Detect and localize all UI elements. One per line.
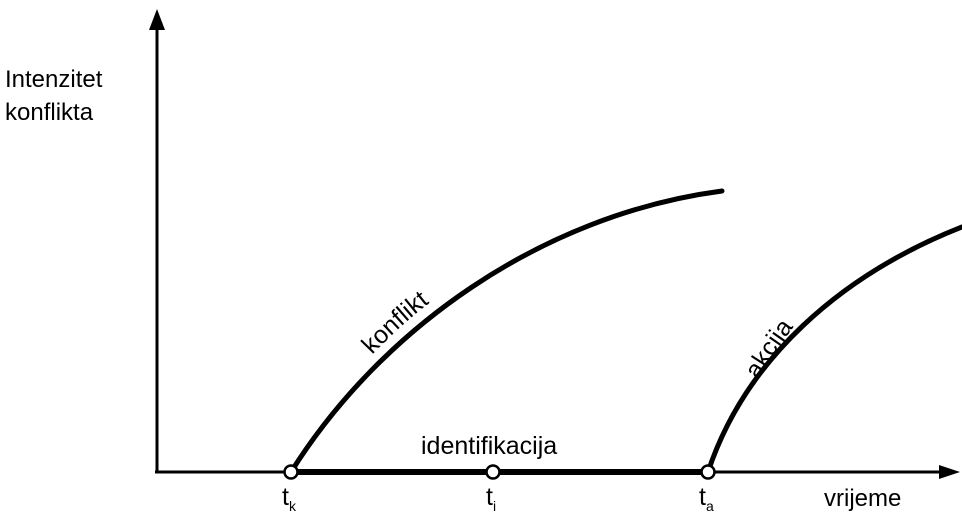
x-axis-title: vrijeme	[824, 485, 901, 512]
x-axis-arrow-icon	[939, 465, 960, 479]
y-axis-arrow-icon	[149, 9, 165, 30]
point-tk-marker	[283, 464, 299, 480]
y-axis-title: Intenzitet konflikta	[5, 66, 109, 126]
akcija-curve	[705, 224, 962, 475]
konflikt-curve	[288, 188, 725, 475]
point-ta-label: ta	[699, 483, 714, 514]
point-ta-marker	[700, 464, 716, 480]
point-ti-label: ti	[486, 483, 496, 514]
point-tk-label: tk	[282, 483, 297, 514]
point-ti-marker	[485, 464, 501, 480]
akcija-label: akcija	[739, 314, 798, 383]
identifikacija-label: identifikacija	[421, 432, 557, 460]
